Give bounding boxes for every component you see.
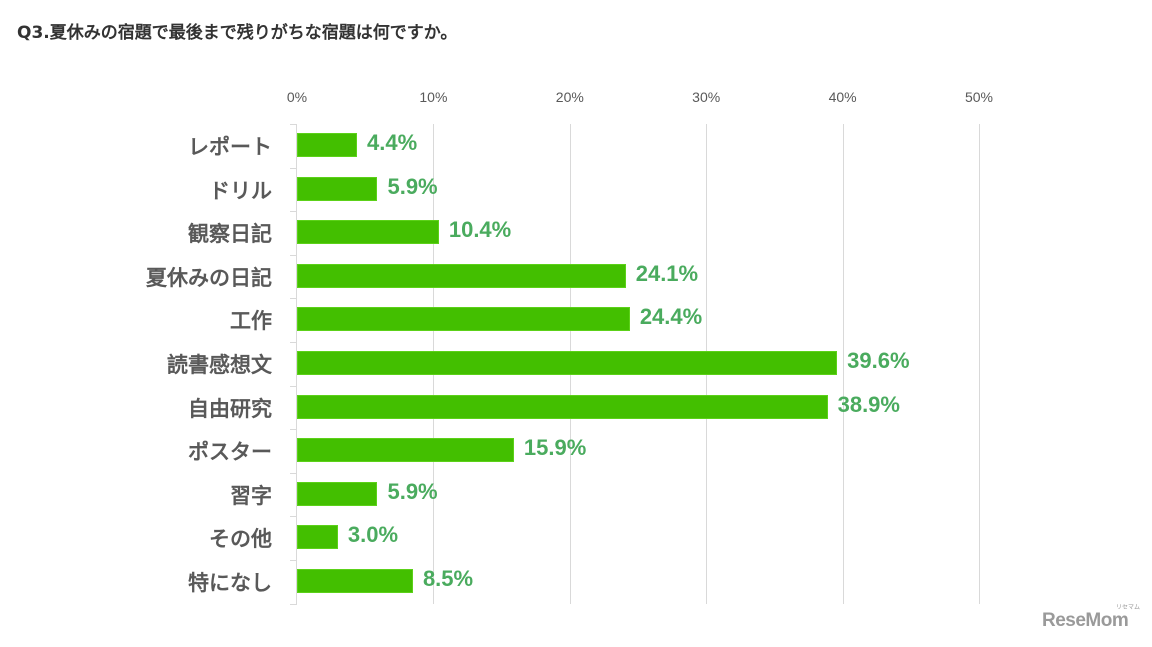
category-tick bbox=[290, 472, 297, 474]
bar-row: 工作 24.4% bbox=[0, 298, 1152, 342]
category-label: その他 bbox=[209, 527, 272, 552]
category-tick bbox=[290, 603, 297, 605]
category-label: 特になし bbox=[188, 571, 272, 595]
bar-row: その他 3.0% bbox=[0, 516, 1152, 560]
value-label: 5.9% bbox=[387, 173, 438, 199]
category-label: 習字 bbox=[230, 483, 272, 508]
value-label: 24.1% bbox=[635, 260, 699, 286]
category-tick bbox=[290, 298, 297, 300]
bar-row: 自由研究 38.9% bbox=[0, 386, 1152, 430]
category-tick bbox=[290, 516, 297, 518]
bar-row: 夏休みの日記 24.1% bbox=[0, 255, 1152, 299]
bar bbox=[297, 220, 439, 245]
category-label: ドリル bbox=[209, 178, 272, 203]
bar bbox=[297, 481, 378, 506]
value-label: 5.9% bbox=[387, 478, 438, 504]
category-label: 自由研究 bbox=[188, 396, 272, 421]
category-label: レポート bbox=[188, 135, 272, 159]
gridline bbox=[842, 124, 844, 604]
category-label: ポスター bbox=[188, 440, 272, 465]
bar-row: レポート 4.4% bbox=[0, 124, 1152, 168]
bar-row: 読書感想文 39.6% bbox=[0, 342, 1152, 386]
gridline bbox=[979, 124, 980, 604]
category-tick bbox=[290, 560, 297, 561]
category-tick bbox=[290, 254, 297, 256]
x-tick-label: 0% bbox=[286, 89, 308, 105]
bar bbox=[297, 569, 413, 593]
value-label: 39.6% bbox=[847, 348, 910, 373]
bar-row: 習字 5.9% bbox=[0, 473, 1152, 517]
resemom-logo: ReseMom bbox=[1042, 610, 1129, 631]
x-tick-label: 30% bbox=[692, 89, 721, 105]
category-tick bbox=[290, 429, 297, 431]
x-tick-label: 40% bbox=[828, 89, 857, 105]
bar-row: 特になし 8.5% bbox=[0, 560, 1152, 604]
category-tick bbox=[290, 342, 297, 343]
bar-row: ポスター 15.9% bbox=[0, 429, 1152, 473]
value-label: 4.4% bbox=[367, 130, 418, 155]
value-label: 3.0% bbox=[347, 522, 399, 548]
category-label: 読書感想文 bbox=[167, 353, 272, 377]
bar bbox=[297, 438, 514, 463]
value-label: 8.5% bbox=[422, 566, 474, 591]
y-axis-line bbox=[296, 124, 297, 604]
bar bbox=[297, 525, 338, 550]
bar bbox=[297, 394, 828, 419]
bar-row: 観察日記 10.4% bbox=[0, 211, 1152, 255]
logo-subtext: リセマム bbox=[1116, 604, 1141, 611]
chart-title: Q3.夏休みの宿題で最後まで残りがちな宿題は何ですか。 bbox=[17, 23, 458, 43]
value-label: 10.4% bbox=[448, 217, 512, 243]
x-tick-label: 50% bbox=[964, 89, 994, 105]
bar bbox=[297, 263, 626, 288]
category-label: 夏休みの日記 bbox=[146, 265, 272, 290]
category-tick bbox=[290, 124, 297, 125]
category-label: 観察日記 bbox=[188, 222, 272, 247]
bar bbox=[297, 133, 358, 157]
category-label: 工作 bbox=[230, 309, 272, 334]
bar bbox=[297, 351, 838, 375]
value-label: 38.9% bbox=[837, 391, 900, 417]
bar bbox=[297, 307, 630, 332]
category-tick bbox=[290, 211, 297, 213]
x-tick-label: 20% bbox=[555, 89, 584, 105]
x-tick-label: 10% bbox=[419, 89, 448, 105]
bar-row: ドリル 5.9% bbox=[0, 168, 1152, 212]
category-tick bbox=[290, 385, 297, 387]
bar bbox=[297, 176, 378, 201]
value-label: 24.4% bbox=[639, 304, 703, 330]
value-label: 15.9% bbox=[523, 435, 587, 461]
category-tick bbox=[290, 167, 297, 169]
